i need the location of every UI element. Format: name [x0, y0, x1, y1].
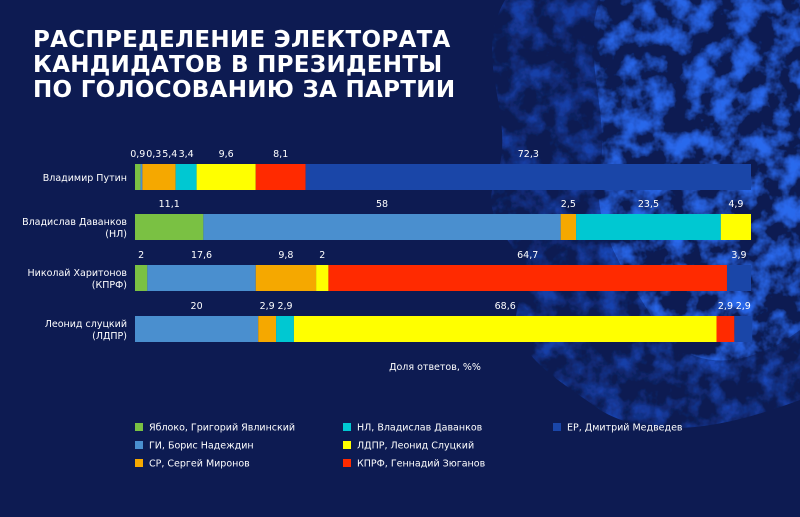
- value-label: 72,3: [518, 149, 539, 160]
- legend-swatch: [553, 423, 561, 431]
- value-label: 8,1: [273, 149, 288, 160]
- value-label: 2,9: [260, 301, 275, 312]
- category-label: Владислав Даванков: [22, 217, 127, 228]
- legend-swatch: [135, 441, 143, 449]
- legend-swatch: [135, 459, 143, 467]
- bar-segment: [255, 265, 317, 291]
- bar-segment: [560, 214, 577, 240]
- legend-entry: ГИ, Борис Надеждин: [149, 441, 254, 452]
- value-label: 68,6: [495, 301, 516, 312]
- bar-segment: [305, 164, 751, 190]
- chart-title-line: РАСПРЕДЕЛЕНИЕ ЭЛЕКТОРАТА: [33, 27, 451, 53]
- value-label: 0,3: [146, 149, 161, 160]
- legend-entry: Яблоко, Григорий Явлинский: [149, 423, 295, 434]
- legend-swatch: [343, 423, 351, 431]
- legend-entry: КПРФ, Геннадий Зюганов: [357, 459, 486, 470]
- value-label: 3,4: [179, 149, 194, 160]
- value-label: 9,6: [219, 149, 234, 160]
- bar-segment: [175, 164, 197, 190]
- category-label: Владимир Путин: [43, 173, 127, 184]
- legend-swatch: [343, 459, 351, 467]
- bar-segment: [135, 164, 141, 190]
- value-label: 2: [138, 250, 144, 261]
- value-label: 64,7: [517, 250, 538, 261]
- category-label: (ЛДПР): [92, 331, 127, 342]
- legend-entry: ЕР, Дмитрий Медведев: [567, 423, 683, 434]
- value-label: 2,9: [718, 301, 733, 312]
- bar-segment: [576, 214, 721, 240]
- bar-segment: [135, 265, 148, 291]
- bar-segment: [140, 164, 143, 190]
- value-label: 2: [319, 250, 325, 261]
- chart-title: РАСПРЕДЕЛЕНИЕ ЭЛЕКТОРАТА КАНДИДАТОВ В ПР…: [33, 28, 455, 103]
- chart-title-line: КАНДИДАТОВ В ПРЕЗИДЕНТЫ: [33, 52, 443, 78]
- bar-segment: [328, 265, 727, 291]
- bar-segment: [316, 265, 329, 291]
- x-axis-label: Доля ответов, %%: [389, 362, 481, 373]
- legend-swatch: [343, 441, 351, 449]
- bar-segment: [258, 316, 277, 342]
- bar-segment: [147, 265, 256, 291]
- bar-segment: [135, 214, 204, 240]
- legend-entry: ЛДПР, Леонид Слуцкий: [357, 441, 474, 452]
- bar-segment: [720, 214, 751, 240]
- bar-segment: [726, 265, 751, 291]
- value-label: 23,5: [638, 199, 659, 210]
- value-label: 2,9: [736, 301, 751, 312]
- bar-segment: [135, 316, 259, 342]
- category-label: (КПРФ): [92, 280, 127, 291]
- value-label: 20: [191, 301, 203, 312]
- legend-entry: СР, Сергей Миронов: [149, 459, 250, 470]
- chart-title-line: ПО ГОЛОСОВАНИЮ ЗА ПАРТИИ: [33, 77, 456, 103]
- value-label: 3,9: [731, 250, 746, 261]
- value-label: 4,9: [728, 199, 743, 210]
- value-label: 17,6: [191, 250, 212, 261]
- category-label: (НЛ): [105, 229, 127, 240]
- value-label: 58: [376, 199, 388, 210]
- value-label: 5,4: [162, 149, 177, 160]
- bar-segment: [276, 316, 294, 342]
- bar-segment: [255, 164, 306, 190]
- bar-segment: [142, 164, 176, 190]
- category-label: Леонид слуцкий: [45, 319, 127, 330]
- bar-segment: [716, 316, 735, 342]
- value-label: 2,9: [277, 301, 292, 312]
- category-label: Николай Харитонов: [28, 268, 128, 279]
- value-label: 2,5: [561, 199, 576, 210]
- bar-segment: [203, 214, 561, 240]
- legend-swatch: [135, 423, 143, 431]
- bar-segment: [293, 316, 717, 342]
- legend-entry: НЛ, Владислав Даванков: [357, 423, 483, 434]
- value-label: 11,1: [159, 199, 180, 210]
- bar-segment: [196, 164, 256, 190]
- value-label: 0,9: [130, 149, 145, 160]
- bar-segment: [734, 316, 753, 342]
- value-label: 9,8: [278, 250, 293, 261]
